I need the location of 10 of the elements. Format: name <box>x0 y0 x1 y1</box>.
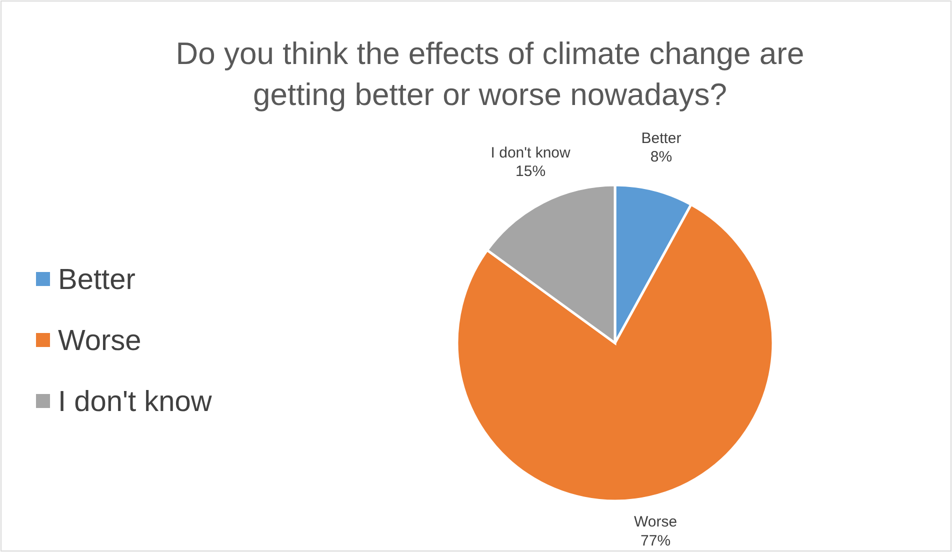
data-label: 77% <box>640 532 671 550</box>
legend-label: Worse <box>58 325 142 357</box>
data-label: 15% <box>516 163 546 180</box>
data-label: 8% <box>650 148 672 166</box>
legend-label: I don't know <box>58 386 213 418</box>
legend-label: Better <box>58 264 136 296</box>
slice-label: Better <box>641 130 682 147</box>
slice-label: Worse <box>634 514 678 531</box>
chart-title: Do you think the effects of climate change are getting better or worse nowadays? <box>176 36 804 112</box>
slice-label: I don't know <box>490 144 571 162</box>
